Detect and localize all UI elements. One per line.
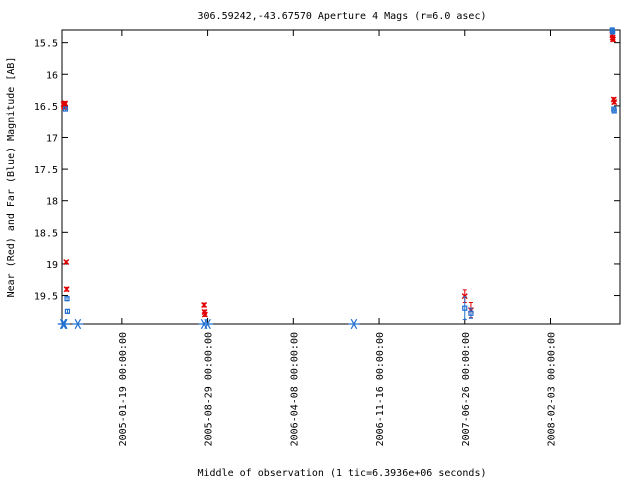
x-tick-label: 2005-01-19 00:00:00 (118, 332, 129, 446)
data-point (610, 29, 616, 35)
data-point (63, 259, 70, 266)
x-axis: 2005-01-19 00:00:00 2005-08-29 00:00:00 20… (118, 30, 557, 446)
data-point (64, 308, 71, 314)
data-point (610, 36, 617, 43)
marker-stroke (204, 318, 211, 330)
data-point (62, 100, 69, 107)
marker-stroke (62, 100, 69, 107)
marker-stroke (63, 259, 70, 266)
data-point (63, 286, 70, 293)
marker-stroke (74, 318, 82, 330)
y-tick-label: 18 (46, 197, 58, 208)
data-point (468, 310, 474, 316)
y-tick-label: 17 (46, 133, 58, 144)
y-tick-label: 16 (46, 70, 58, 81)
plot-frame (61, 29, 621, 325)
data-point (611, 108, 617, 114)
data-point (202, 318, 214, 330)
data-point (462, 305, 468, 311)
marker-stroke (61, 318, 68, 330)
marker-stroke (63, 286, 70, 293)
data-point (611, 99, 618, 106)
y-tick-label: 18.5 (34, 228, 58, 239)
marker-stroke (350, 318, 358, 330)
data-point (348, 318, 360, 330)
data-point (62, 106, 69, 112)
data-point (461, 293, 468, 300)
marker-stroke (461, 293, 468, 300)
data-point (201, 302, 208, 309)
y-tick-label: 16.5 (34, 102, 58, 113)
y-tick-label: 19.5 (34, 292, 58, 303)
marker-stroke (201, 311, 208, 318)
y-tick-label: 19 (46, 260, 58, 271)
marker-stroke (611, 99, 618, 106)
data-point (201, 311, 208, 318)
chart-title: 306.59242,-43.67570 Aperture 4 Mags (r=6… (198, 11, 487, 22)
x-tick-label: 2008-02-03 00:00:00 (546, 332, 557, 446)
y-axis: 15.5 16 16.5 17 17.5 18 18.5 19 19.5 (34, 39, 620, 303)
x-tick-label: 2006-04-08 00:00:00 (289, 332, 300, 446)
marker-stroke (201, 302, 208, 309)
x-tick-label: 2007-06-26 00:00:00 (461, 332, 472, 446)
x-tick-label: 2005-08-29 00:00:00 (204, 332, 215, 446)
x-axis-label: Middle of observation (1 tic=6.3936e+06 … (198, 468, 487, 479)
x-tick-label: 2006-11-16 00:00:00 (375, 332, 386, 446)
y-tick-label: 15.5 (34, 39, 58, 50)
marker-stroke (610, 36, 617, 43)
marker-stroke (610, 96, 617, 103)
marker-stroke (201, 308, 208, 315)
data-point (72, 318, 84, 330)
data-point (64, 296, 70, 302)
data-marks (57, 27, 618, 330)
y-tick-label: 17.5 (34, 165, 58, 176)
y-axis-label: Near (Red) and Far (Blue) Magnitude [AB] (6, 57, 17, 298)
data-point (58, 318, 70, 330)
